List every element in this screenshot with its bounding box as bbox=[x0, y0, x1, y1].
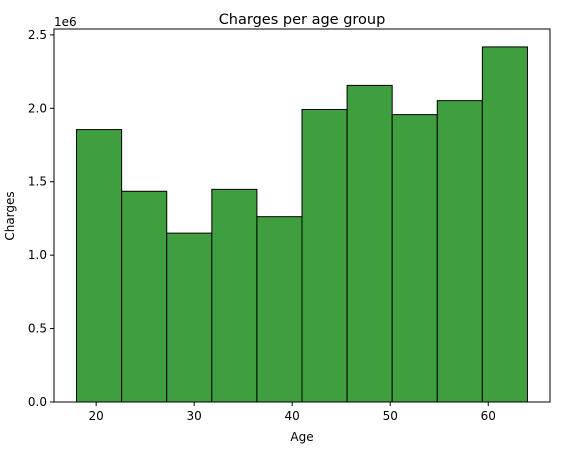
bars-group bbox=[76, 46, 528, 403]
x-axis-label: Age bbox=[290, 430, 313, 444]
histogram-bar bbox=[481, 46, 528, 403]
y-tick-label: 2.5 bbox=[28, 28, 47, 42]
y-tick-label: 0.0 bbox=[28, 395, 47, 409]
x-tick-label: 40 bbox=[285, 409, 300, 423]
y-tick-label: 0.5 bbox=[28, 322, 47, 336]
histogram-bar bbox=[256, 216, 303, 403]
histogram-bar bbox=[391, 114, 438, 403]
histogram-bar bbox=[346, 84, 393, 403]
y-axis-label: Charges bbox=[3, 191, 17, 240]
chart-title: Charges per age group bbox=[219, 12, 386, 28]
plot-frame bbox=[53, 28, 551, 403]
y-offset-label: 1e6 bbox=[54, 15, 77, 29]
y-tick-label: 1.0 bbox=[28, 248, 47, 262]
x-axis: 20 30 40 50 60 bbox=[89, 402, 496, 423]
histogram-bar bbox=[121, 190, 168, 403]
x-tick-label: 20 bbox=[89, 409, 104, 423]
histogram-bar bbox=[166, 232, 213, 403]
histogram-bar bbox=[301, 108, 348, 403]
histogram-bar bbox=[76, 129, 123, 403]
histogram-bar bbox=[436, 100, 483, 403]
x-tick-label: 50 bbox=[383, 409, 398, 423]
y-axis: 0.0 0.5 1.0 1.5 2.0 2.5 bbox=[28, 28, 54, 409]
y-tick-label: 2.0 bbox=[28, 101, 47, 115]
x-tick-label: 60 bbox=[481, 409, 496, 423]
histogram-bar bbox=[211, 188, 258, 403]
y-tick-label: 1.5 bbox=[28, 175, 47, 189]
x-tick-label: 30 bbox=[187, 409, 202, 423]
